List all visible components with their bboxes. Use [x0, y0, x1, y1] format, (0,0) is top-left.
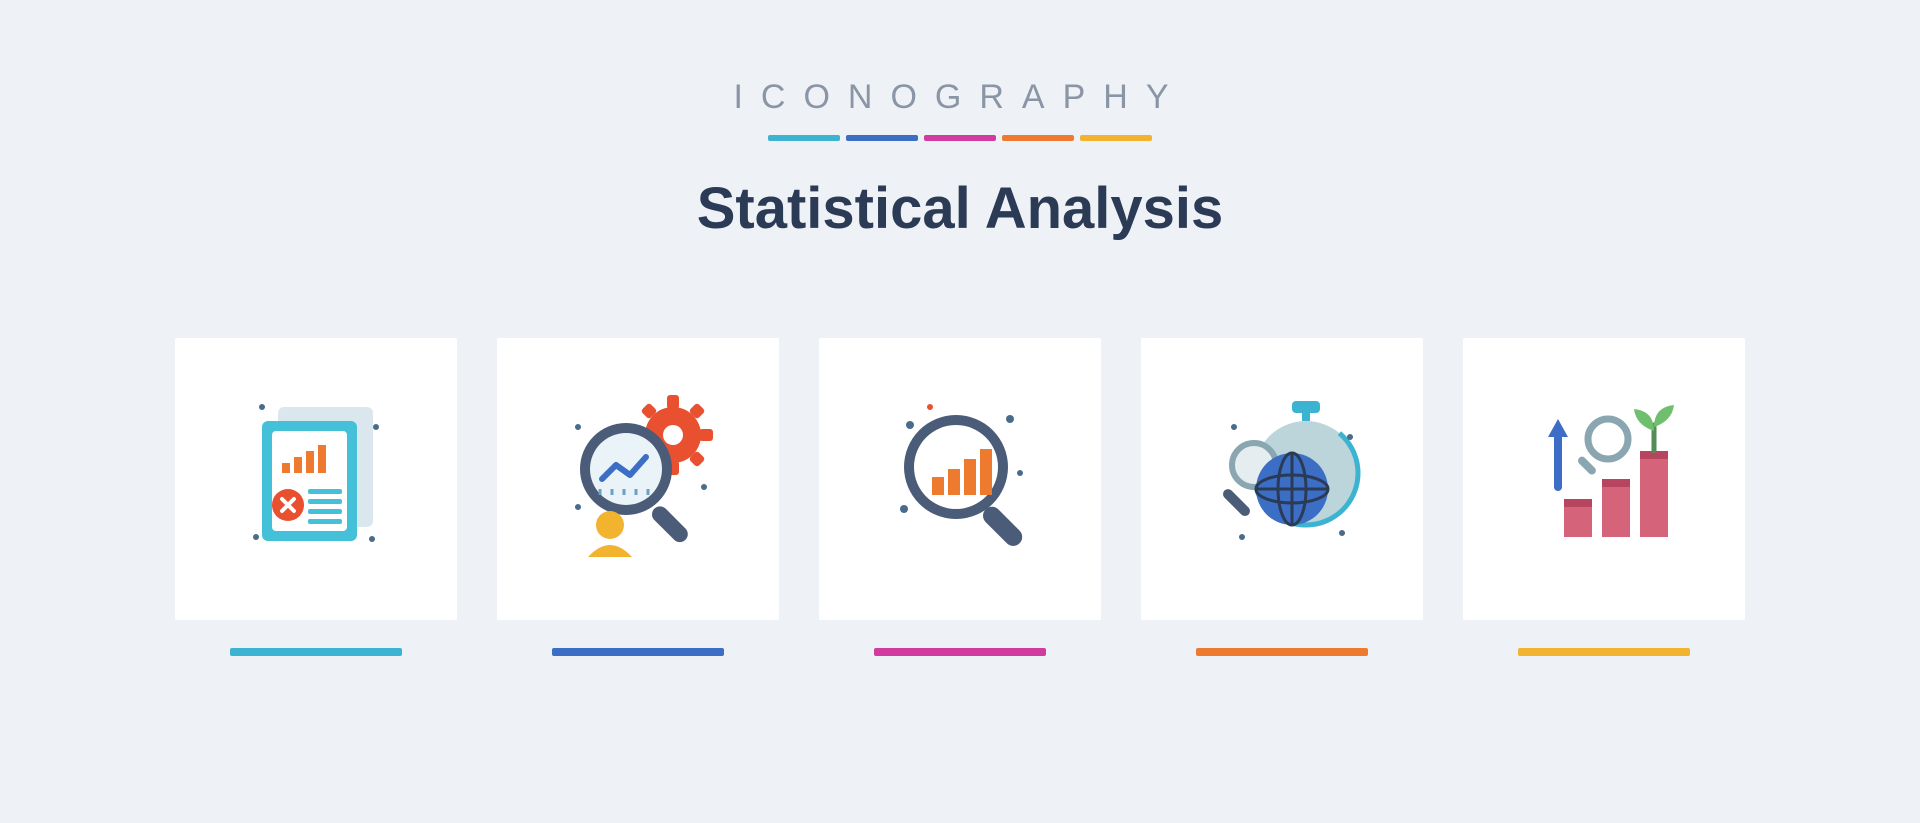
card-underline	[552, 648, 724, 656]
icon-tile	[1141, 338, 1423, 620]
globe-stopwatch-icon	[1182, 377, 1382, 582]
palette-seg-3	[1002, 135, 1074, 141]
card-underline	[874, 648, 1046, 656]
card-underline	[1196, 648, 1368, 656]
document-error-icon	[216, 377, 416, 582]
card-underline	[1518, 648, 1690, 656]
icon-card	[819, 338, 1101, 656]
palette-strip	[768, 135, 1152, 141]
icon-card	[175, 338, 457, 656]
icon-card	[1141, 338, 1423, 656]
icon-tile	[1463, 338, 1745, 620]
icon-tile	[497, 338, 779, 620]
growth-bars-icon	[1504, 377, 1704, 582]
icon-card	[1463, 338, 1745, 656]
card-underline	[230, 648, 402, 656]
brand-title: ICONOGRAPHY	[733, 78, 1186, 117]
palette-seg-1	[846, 135, 918, 141]
icon-tile	[175, 338, 457, 620]
user-analysis-icon	[538, 377, 738, 582]
search-chart-icon	[860, 377, 1060, 582]
icon-tile	[819, 338, 1101, 620]
icon-card-row	[175, 338, 1745, 656]
page-heading: Statistical Analysis	[697, 175, 1224, 242]
palette-seg-4	[1080, 135, 1152, 141]
icon-card	[497, 338, 779, 656]
palette-seg-0	[768, 135, 840, 141]
palette-seg-2	[924, 135, 996, 141]
